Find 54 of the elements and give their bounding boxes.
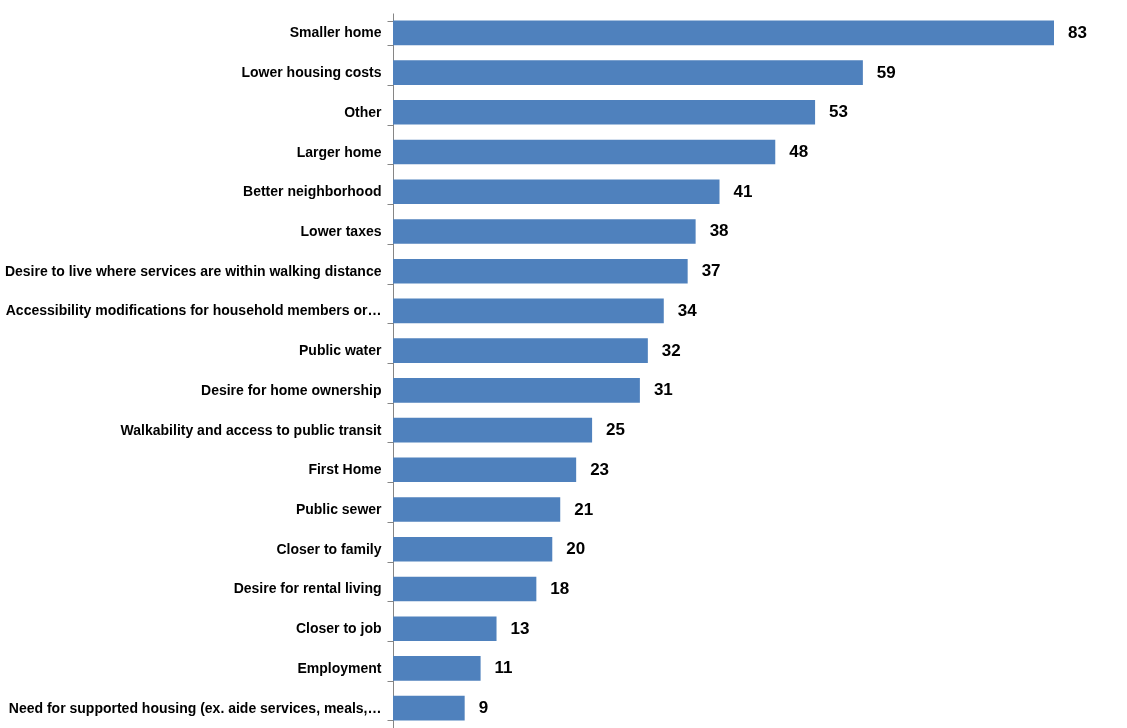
data-label: 31 — [653, 380, 673, 400]
y-tick-label: Smaller home — [289, 24, 382, 41]
y-tick-label: Larger home — [296, 143, 382, 160]
y-tick-label: First Home — [308, 461, 382, 478]
y-tick-label: Public water — [299, 342, 383, 359]
data-label: 9 — [478, 698, 489, 718]
data-label: 83 — [1068, 22, 1087, 42]
data-label: 13 — [510, 618, 530, 638]
bar — [393, 656, 481, 681]
y-tick-label: Accessibility modifications for household members or… — [5, 302, 382, 319]
data-label: 21 — [574, 499, 594, 519]
bar — [393, 417, 593, 443]
bar — [393, 497, 561, 522]
data-label: 23 — [590, 459, 610, 479]
data-label: 53 — [829, 102, 849, 122]
y-tick-label: Walkability and access to public transit — [120, 421, 382, 438]
data-label: 41 — [733, 181, 753, 201]
bar — [393, 60, 863, 85]
y-tick-label: Better neighborhood — [243, 183, 382, 200]
y-tick-label: Desire to live where services are within walking distance — [4, 262, 382, 279]
data-label: 38 — [709, 221, 729, 241]
bar — [393, 298, 664, 324]
bar — [393, 139, 776, 165]
y-tick-label: Desire for home ownership — [201, 381, 382, 398]
y-tick-label: Closer to family — [276, 540, 382, 557]
bar — [393, 576, 537, 602]
bar — [393, 258, 688, 284]
data-label: 37 — [701, 261, 721, 281]
data-label: 48 — [789, 142, 809, 162]
y-tick-label: Other — [344, 103, 383, 120]
data-label: 20 — [566, 539, 586, 559]
y-tick-label: Public sewer — [295, 501, 383, 518]
data-label: 25 — [606, 420, 626, 440]
data-label: 34 — [677, 300, 698, 320]
bar — [393, 219, 696, 244]
data-label: 18 — [550, 578, 570, 598]
y-tick-label: Need for supported housing (ex. aide services, meals,… — [8, 699, 382, 716]
bar — [393, 695, 465, 721]
y-tick-label: Lower housing costs — [241, 64, 382, 81]
bar — [393, 20, 1054, 46]
bar — [393, 616, 497, 642]
bar — [393, 536, 553, 562]
data-label: 11 — [494, 658, 513, 678]
data-label: 32 — [661, 340, 681, 360]
y-tick-label: Closer to job — [295, 620, 382, 637]
y-tick-label: Desire for rental living — [233, 580, 382, 597]
y-tick-label: Lower taxes — [300, 222, 382, 239]
y-tick-label: Employment — [297, 659, 382, 676]
bar — [393, 179, 720, 205]
bar — [393, 457, 577, 483]
bar — [393, 338, 648, 363]
bar — [393, 99, 816, 125]
data-label: 59 — [876, 62, 896, 82]
bar — [393, 378, 640, 403]
